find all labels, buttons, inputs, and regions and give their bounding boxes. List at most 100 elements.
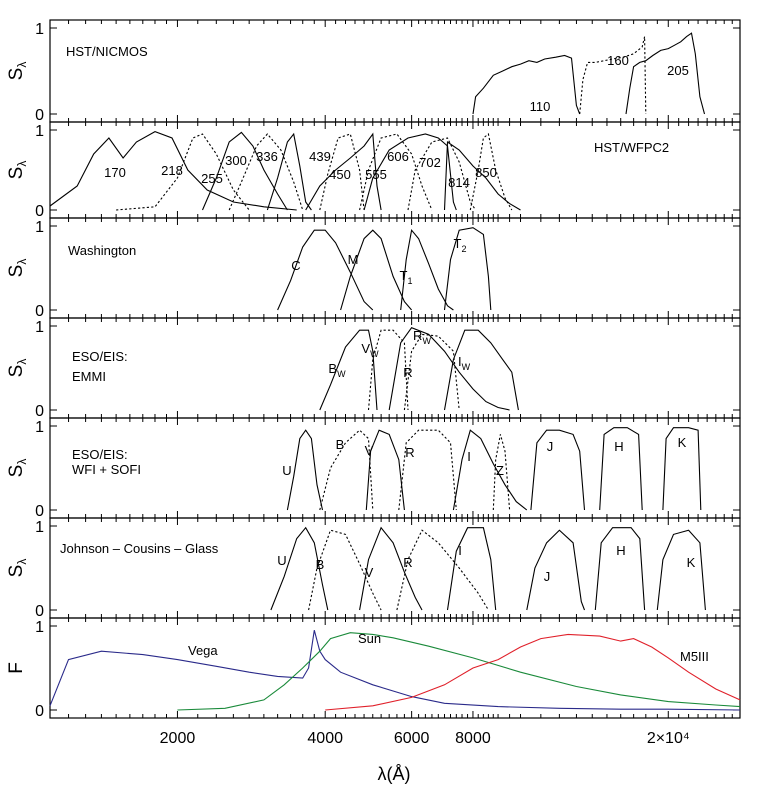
band-curve-h: [599, 427, 643, 511]
band-label-336: 336: [256, 149, 278, 164]
band-label-t2: T2: [454, 236, 467, 254]
x-tick-label: 6000: [394, 730, 430, 747]
y-tick-label: 0: [35, 503, 44, 520]
band-curve-336: [266, 132, 312, 211]
band-curve-160: [579, 36, 647, 115]
band-curve-bw: [319, 329, 378, 411]
band-label-555: 555: [365, 167, 387, 182]
band-curve-iw: [443, 329, 519, 411]
panel-frame: [49, 617, 741, 719]
band-curve-255: [201, 131, 288, 211]
band-label-j: J: [547, 439, 554, 454]
band-curve-v: [365, 429, 405, 511]
x-tick-label: 4000: [307, 730, 343, 747]
spectrum-curve-sun: [177, 632, 741, 711]
band-label-vw: VW: [361, 341, 379, 359]
band-label-170: 170: [104, 165, 126, 180]
band-curve-k: [662, 427, 702, 511]
band-label-814: 814: [448, 175, 470, 190]
band-curve-b: [319, 429, 374, 511]
band-curve-u: [270, 526, 329, 611]
panel-label: ESO/EIS:: [72, 447, 128, 462]
y-tick-label: 0: [35, 203, 44, 220]
panel-4: 0 1 Sλ ESO/EIS: EMMI BW VW R RW IW: [6, 317, 741, 420]
band-label-b: B: [316, 557, 325, 572]
band-curve-702: [407, 137, 477, 211]
band-label-r: R: [403, 555, 412, 570]
band-label-b: B: [336, 437, 345, 452]
band-curve-555: [359, 133, 433, 211]
band-label-z: Z: [496, 463, 504, 478]
band-label-i: I: [467, 449, 471, 464]
y-tick-label: 1: [35, 619, 44, 636]
band-label-606: 606: [387, 149, 409, 164]
panel-5: 0 1 Sλ ESO/EIS:WFI + SOFI U B V R I Z J H K: [6, 417, 741, 520]
band-curve-u: [286, 429, 324, 511]
panel-frame: [49, 517, 741, 619]
x-axis: λ(Å) 2000 4000 6000 8000 2×10⁴: [160, 730, 690, 784]
band-label-255: 255: [201, 171, 223, 186]
band-label-m: M: [348, 252, 359, 267]
band-label-h: H: [614, 439, 623, 454]
panel-label: Washington: [68, 243, 136, 258]
band-label-k: K: [678, 435, 687, 450]
band-curve-t2: [443, 227, 492, 311]
band-label-218: 218: [161, 163, 183, 178]
band-label-bw: BW: [328, 361, 346, 379]
panel-frame: [49, 317, 741, 419]
band-curve-j: [526, 529, 586, 611]
band-label-300: 300: [225, 153, 247, 168]
band-curve-218: [116, 133, 250, 211]
band-curve-b: [308, 529, 382, 611]
panel-7: 0 1 F Vega Sun M5III: [6, 617, 741, 720]
spectrum-label-sun: Sun: [358, 631, 381, 646]
x-tick-label: 8000: [455, 730, 491, 747]
y-axis-label: Sλ: [6, 161, 29, 180]
band-label-850: 850: [475, 165, 497, 180]
y-tick-label: 0: [35, 107, 44, 124]
band-curve-h: [594, 527, 646, 611]
band-curve-850: [469, 133, 513, 211]
panel-label: EMMI: [72, 369, 106, 384]
band-curve-v: [359, 526, 423, 611]
band-curve-i: [446, 527, 497, 611]
y-tick-label: 1: [35, 519, 44, 536]
band-curve-205: [625, 32, 706, 115]
y-tick-label: 0: [35, 303, 44, 320]
panel-label: HST/WFPC2: [594, 140, 669, 155]
y-axis-label: Sλ: [6, 459, 29, 478]
band-curve-i: [452, 429, 528, 511]
band-label-439: 439: [309, 149, 331, 164]
panel-frame: [49, 19, 741, 123]
band-curve-z: [492, 434, 511, 511]
y-axis-label: Sλ: [6, 559, 29, 578]
panel-6: 0 1 Sλ Johnson – Cousins – Glass U B V R I J H K: [6, 517, 741, 620]
y-axis-label: Sλ: [6, 359, 29, 378]
panel-label: ESO/EIS:: [72, 349, 128, 364]
band-curve-c: [277, 229, 374, 311]
x-tick-label: 2×10⁴: [647, 730, 690, 747]
band-label-iw: IW: [458, 354, 471, 372]
spectrum-label-vega: Vega: [188, 643, 218, 658]
y-tick-label: 0: [35, 403, 44, 420]
band-label-j: J: [544, 569, 551, 584]
band-label-c: C: [291, 258, 300, 273]
band-label-rw: RW: [413, 328, 431, 346]
band-label-v: V: [365, 565, 374, 580]
band-curve-170: [49, 130, 297, 211]
band-label-110: 110: [530, 99, 551, 114]
band-label-k: K: [687, 555, 696, 570]
band-curve-110: [472, 54, 581, 115]
panel-frame: [49, 217, 741, 319]
band-label-450: 450: [329, 167, 351, 182]
y-tick-label: 1: [35, 319, 44, 336]
y-tick-label: 0: [35, 703, 44, 720]
band-label-i: I: [458, 543, 462, 558]
y-tick-label: 1: [35, 419, 44, 436]
band-curve-j: [530, 429, 586, 511]
spectrum-curve-m5iii: [325, 633, 741, 711]
panel-3: 0 1 Sλ Washington C M T1 T2: [6, 217, 741, 320]
band-label-u: U: [282, 463, 291, 478]
